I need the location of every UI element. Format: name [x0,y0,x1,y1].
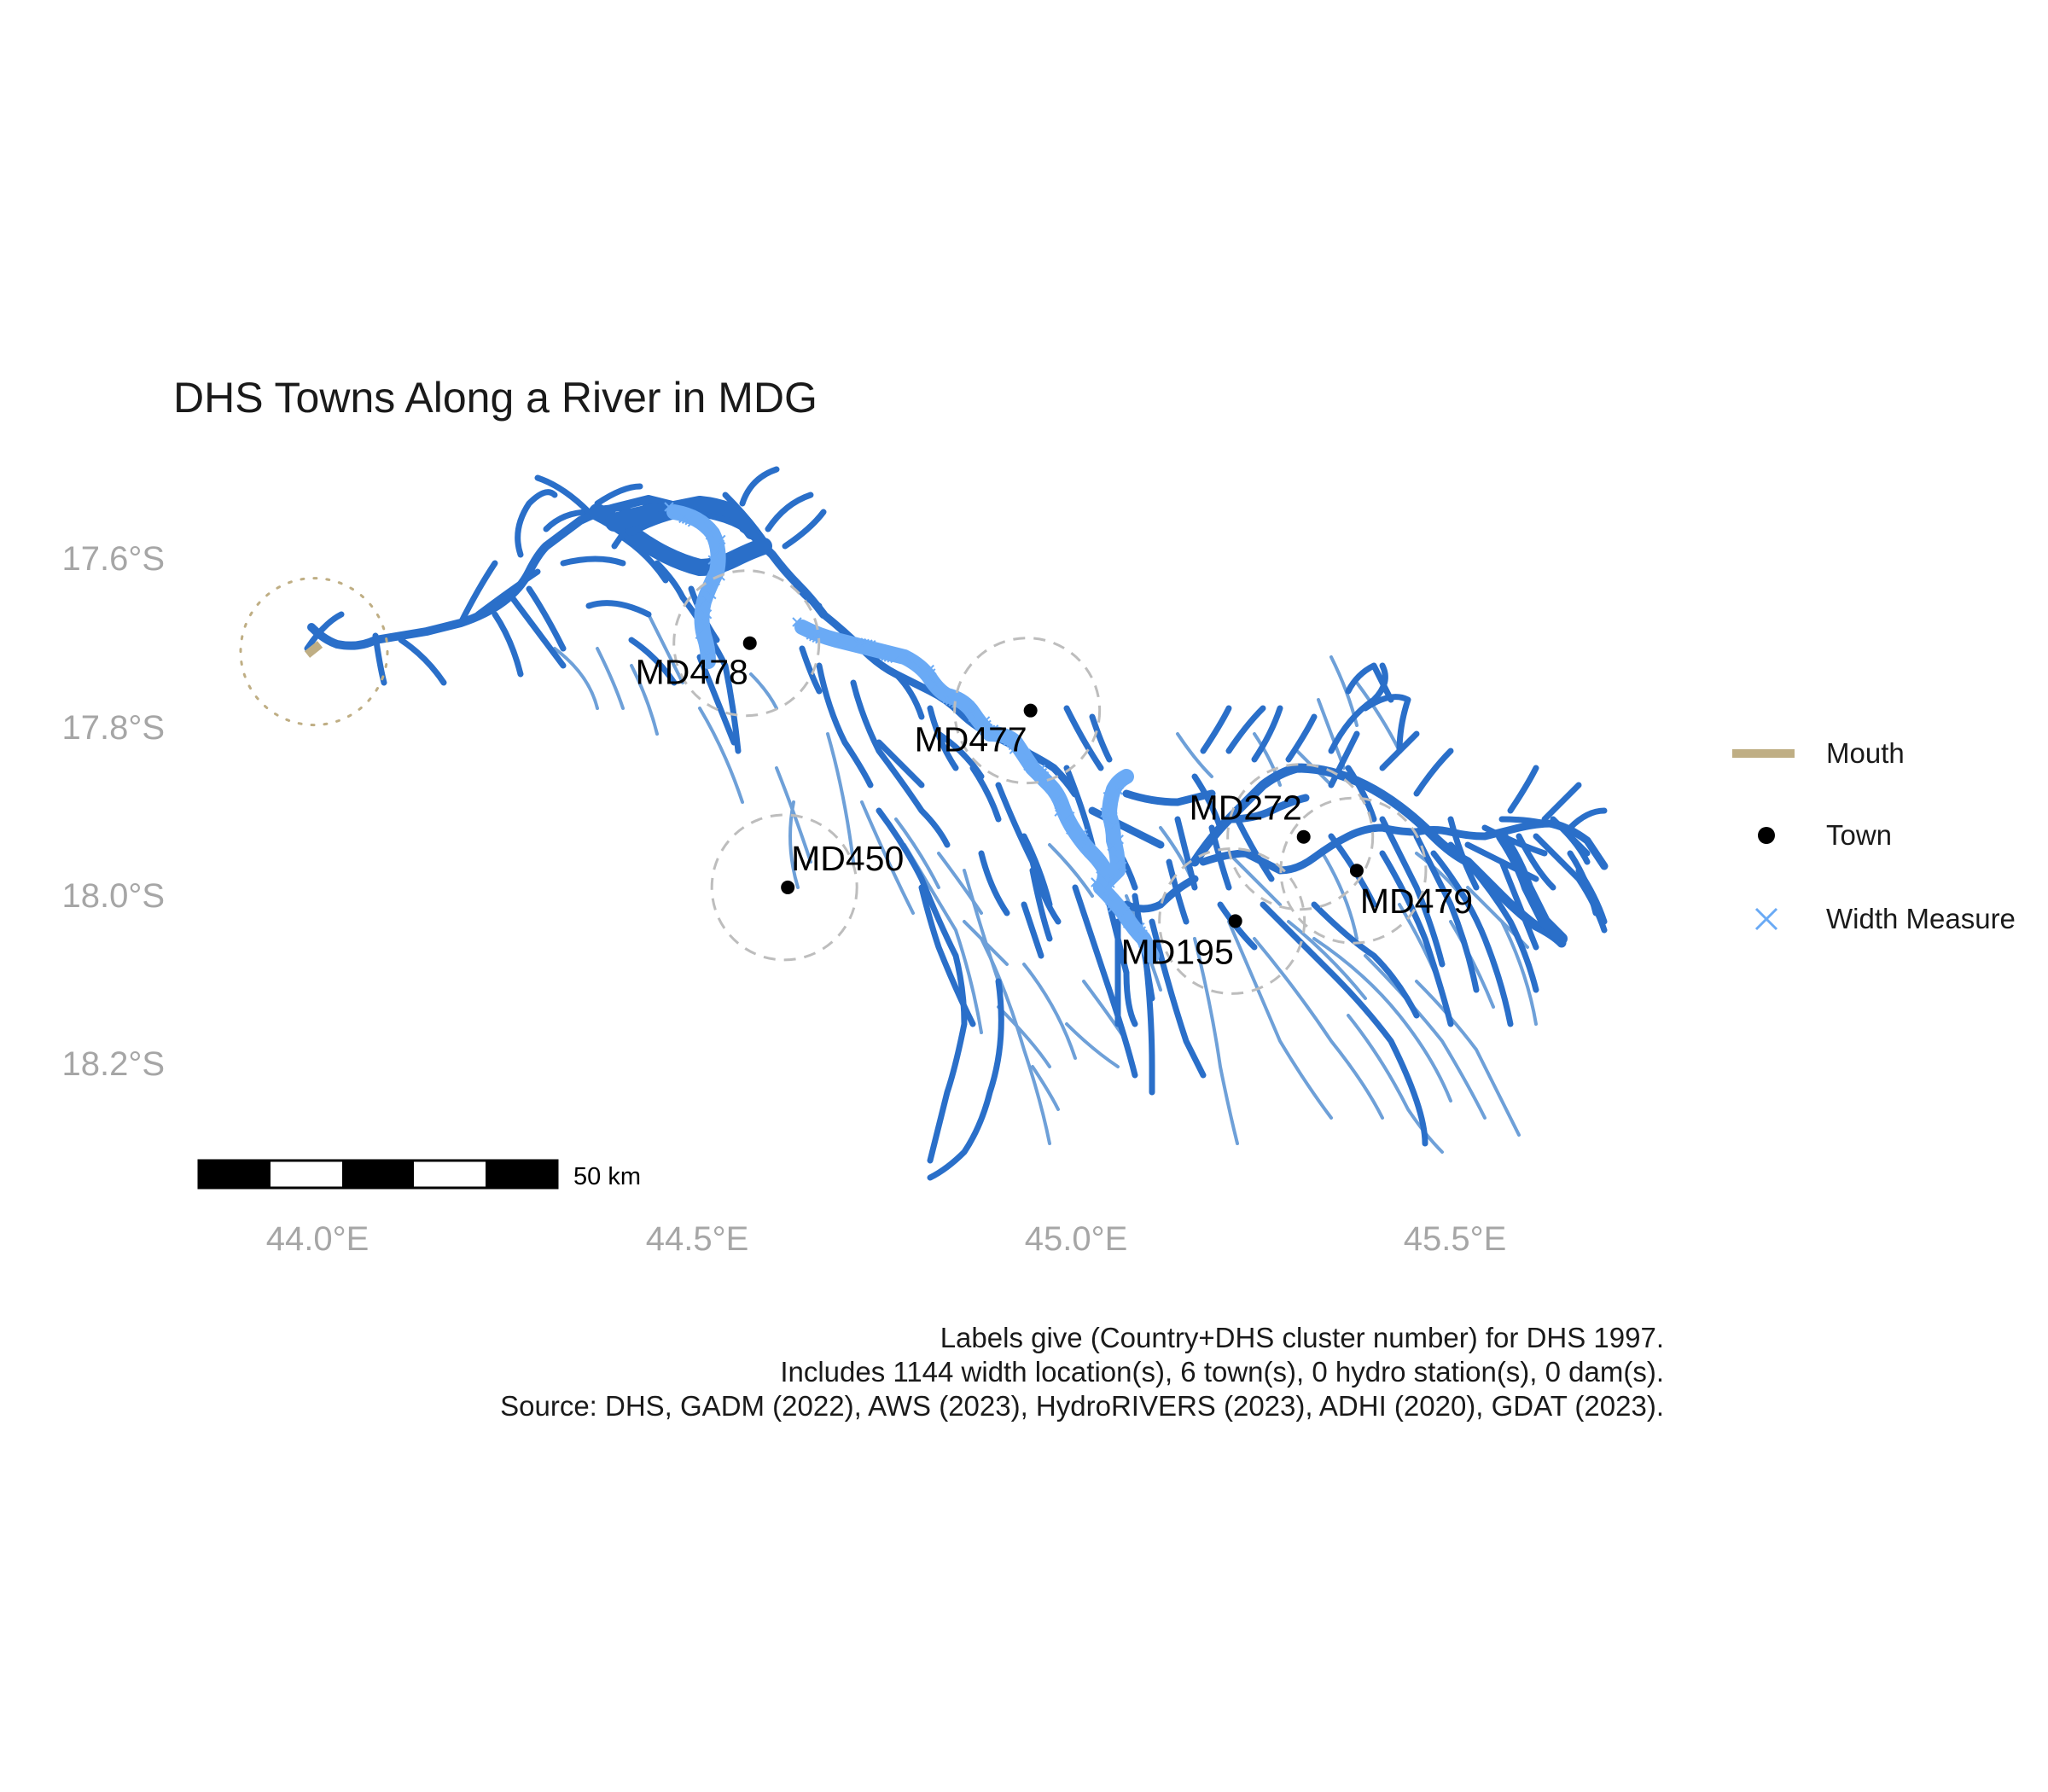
scale-bar: 50 km [197,1159,641,1190]
town-point[interactable] [1349,864,1364,878]
legend-label-mouth: Mouth [1826,737,1905,769]
y-tick-label: 18.0°S [61,877,165,915]
caption-line: Source: DHS, GADM (2022), AWS (2023), Hy… [500,1390,1664,1422]
x-tick-label: 45.0°E [1025,1220,1128,1258]
legend-cross-icon [1754,907,1778,931]
town-buffer [710,813,858,962]
town-point[interactable] [742,636,757,650]
x-tick-label: 44.5°E [646,1220,749,1258]
town-point[interactable] [1228,914,1242,928]
town-label: MD477 [915,720,1027,759]
mouth-marker [239,577,389,727]
town-label: MD272 [1190,788,1302,828]
scale-bar-segment [486,1161,557,1188]
mouth-buffer [239,577,389,727]
towns-layer: MD478 MD477 MD450 MD272 MD195 MD479 [636,636,1473,971]
map-title: DHS Towns Along a River in MDG [173,374,817,422]
y-tick-label: 17.6°S [61,540,165,578]
town-buffer [672,569,821,718]
x-tick-label: 44.0°E [266,1220,369,1258]
y-tick-label: 18.2°S [61,1045,165,1083]
caption-line: Includes 1144 width location(s), 6 town(… [780,1356,1664,1388]
town-label: MD450 [791,839,904,878]
town-point[interactable] [1296,829,1311,844]
mouth-segment [304,641,323,658]
town-buffers [672,569,1428,995]
width-measure-markers [664,502,1160,964]
x-tick-label: 45.5°E [1404,1220,1507,1258]
caption: Labels give (Country+DHS cluster number)… [500,1322,1664,1422]
town-point[interactable] [1023,703,1038,718]
scale-bar-segment [199,1161,271,1188]
town-buffer [1226,763,1375,911]
town-buffer [1279,796,1428,945]
town-label: MD195 [1121,932,1234,971]
legend-label-town: Town [1826,819,1892,851]
y-tick-label: 17.8°S [61,709,165,747]
legend: Mouth Town Width Measure [1732,737,2016,934]
scale-bar-label: 50 km [573,1163,641,1190]
legend-label-width-measure: Width Measure [1826,903,2016,934]
town-label: MD479 [1360,881,1473,921]
town-buffer [1158,847,1306,995]
tributaries [304,466,1608,1181]
town-buffer [953,637,1102,785]
town-point[interactable] [781,880,795,894]
town-label: MD478 [636,653,748,692]
legend-dot-icon [1758,827,1775,844]
scale-bar-segment [342,1161,414,1188]
river-network [304,466,1609,1181]
caption-line: Labels give (Country+DHS cluster number)… [940,1322,1664,1353]
